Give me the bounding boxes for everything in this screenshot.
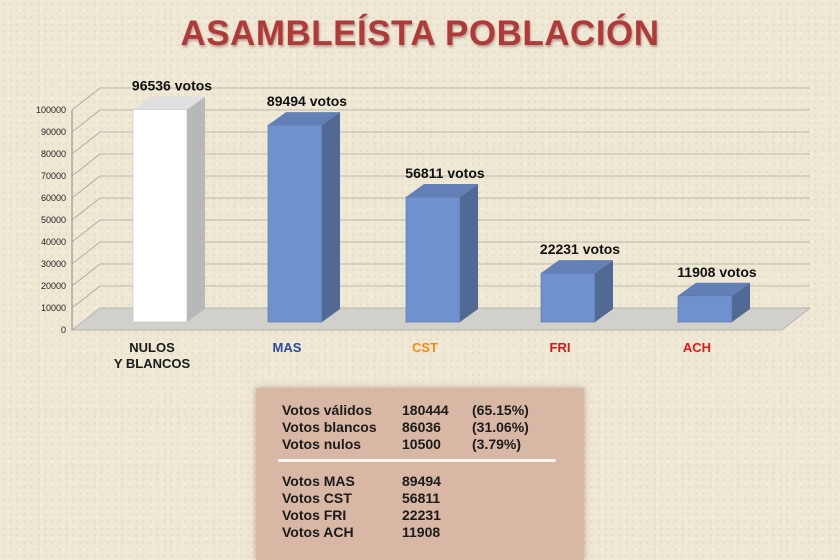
summary-value: 180444 [402, 402, 449, 418]
bar-top [678, 282, 750, 296]
party-label: Votos ACH [282, 524, 354, 540]
bar [540, 272, 596, 323]
grid-line-depth [71, 241, 101, 265]
y-tick-label: 30000 [41, 259, 66, 269]
data-label: 11908 votos [677, 264, 757, 280]
summary-label: Votos blancos [282, 419, 377, 435]
y-tick-label: 60000 [41, 193, 66, 203]
category-label: ACH [683, 340, 711, 355]
grid-line-depth [71, 131, 101, 155]
summary-value: 10500 [402, 436, 441, 452]
category-label: CST [412, 340, 438, 355]
y-tick-label: 0 [61, 325, 66, 335]
summary-percent: (65.15%) [472, 402, 529, 418]
y-tick-label: 100000 [36, 105, 66, 115]
y-tick-label: 70000 [41, 171, 66, 181]
summary-label: Votos válidos [282, 402, 372, 418]
vote-summary-box: Votos válidos 180444 (65.15%) Votos blan… [256, 388, 584, 560]
summary-label: Votos nulos [282, 436, 362, 452]
y-tick-label: 40000 [41, 237, 66, 247]
summary-percent: (3.79%) [472, 436, 522, 452]
bar-side [322, 112, 340, 323]
y-tick-label: 50000 [41, 215, 66, 225]
party-value: 22231 [402, 507, 441, 523]
bar [405, 196, 461, 323]
category-label: FRI [550, 340, 571, 355]
data-label: 89494 votos [267, 93, 347, 109]
bar-top [406, 184, 478, 198]
chart-title: ASAMBLEÍSTA POBLACIÓN [180, 14, 660, 53]
y-tick-label: 90000 [41, 127, 66, 137]
party-value: 89494 [402, 473, 441, 489]
grid-line-depth [71, 285, 101, 309]
bar-top [268, 112, 340, 126]
grid-line-depth [71, 197, 101, 221]
data-label: 22231 votos [540, 241, 620, 257]
grid-line-depth [71, 87, 101, 111]
summary-divider [278, 459, 556, 462]
party-value: 56811 [402, 490, 441, 506]
bar-side [460, 184, 478, 322]
party-label: Votos CST [282, 490, 352, 506]
bar-top [133, 96, 205, 110]
bar-side [732, 282, 750, 322]
summary-percent: (31.06%) [472, 419, 529, 435]
bar-top [541, 260, 613, 274]
bar [132, 109, 188, 323]
category-label: MAS [273, 340, 302, 355]
party-value: 11908 [402, 524, 441, 540]
y-tick-label: 10000 [41, 303, 66, 313]
grid-line-depth [71, 153, 101, 177]
data-label: 56811 votos [405, 165, 485, 181]
party-label: Votos MAS [282, 473, 355, 489]
data-label: 96536 votos [132, 78, 212, 94]
y-tick-label: 20000 [41, 281, 66, 291]
grid-line-depth [71, 175, 101, 199]
grid-line-depth [71, 109, 101, 133]
party-label: Votos FRI [282, 507, 347, 523]
grid-line-depth [71, 263, 101, 287]
bar [267, 124, 323, 323]
bar-side [187, 96, 205, 322]
summary-value: 86036 [402, 419, 441, 435]
y-tick-label: 80000 [41, 149, 66, 159]
grid-line-depth [71, 219, 101, 243]
category-label: NULOS Y BLANCOS [114, 340, 191, 371]
bar [677, 295, 733, 323]
bar-side [595, 260, 613, 322]
